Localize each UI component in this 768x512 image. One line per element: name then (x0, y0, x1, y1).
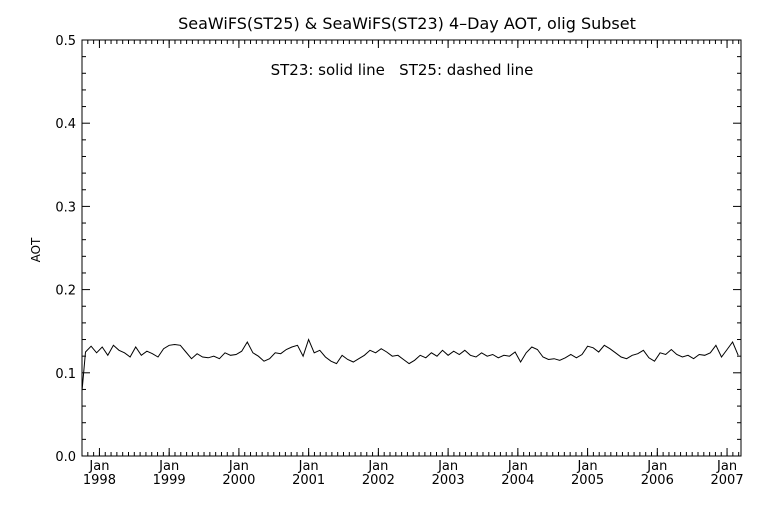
chart-title: SeaWiFS(ST25) & SeaWiFS(ST23) 4–Day AOT,… (178, 14, 636, 33)
y-axis-ticks: 0.0 0.1 0.2 0.3 0.4 0.5 (55, 34, 741, 465)
y-tick-label: 0.4 (55, 117, 76, 132)
x-tick-year-label: 2002 (362, 473, 395, 488)
x-tick-year-label: 1999 (153, 473, 186, 488)
y-tick-label: 0.0 (55, 450, 76, 465)
x-tick-month-label: Jan (298, 459, 319, 474)
x-tick-year-label: 2000 (222, 473, 255, 488)
x-tick-month-label: Jan (716, 459, 737, 474)
x-tick-month-label: Jan (577, 459, 598, 474)
x-tick-year-label: 2005 (571, 473, 604, 488)
x-tick-year-label: 2003 (432, 473, 465, 488)
x-tick-month-label: Jan (437, 459, 458, 474)
y-tick-label: 0.2 (55, 284, 76, 299)
x-tick-month-label: Jan (88, 459, 109, 474)
x-tick-year-label: 2007 (711, 473, 744, 488)
x-tick-month-label: Jan (158, 459, 179, 474)
y-axis-label: AOT (29, 237, 43, 262)
x-tick-year-label: 2001 (292, 473, 325, 488)
x-axis-ticks: Jan1998Jan1999Jan2000Jan2001Jan2002Jan20… (81, 40, 744, 488)
x-tick-month-label: Jan (507, 459, 528, 474)
chart-annotation: ST23: solid line ST25: dashed line (271, 61, 534, 79)
x-tick-month-label: Jan (228, 459, 249, 474)
y-tick-label: 0.3 (55, 200, 76, 215)
x-tick-month-label: Jan (367, 459, 388, 474)
plot-frame (81, 39, 742, 457)
x-tick-year-label: 2006 (641, 473, 674, 488)
y-tick-label: 0.1 (55, 367, 76, 382)
x-tick-year-label: 1998 (83, 473, 116, 488)
series-line-solid (81, 338, 739, 392)
series-group (81, 338, 739, 392)
x-tick-month-label: Jan (646, 459, 667, 474)
x-tick-year-label: 2004 (501, 473, 534, 488)
y-tick-label: 0.5 (55, 34, 76, 49)
